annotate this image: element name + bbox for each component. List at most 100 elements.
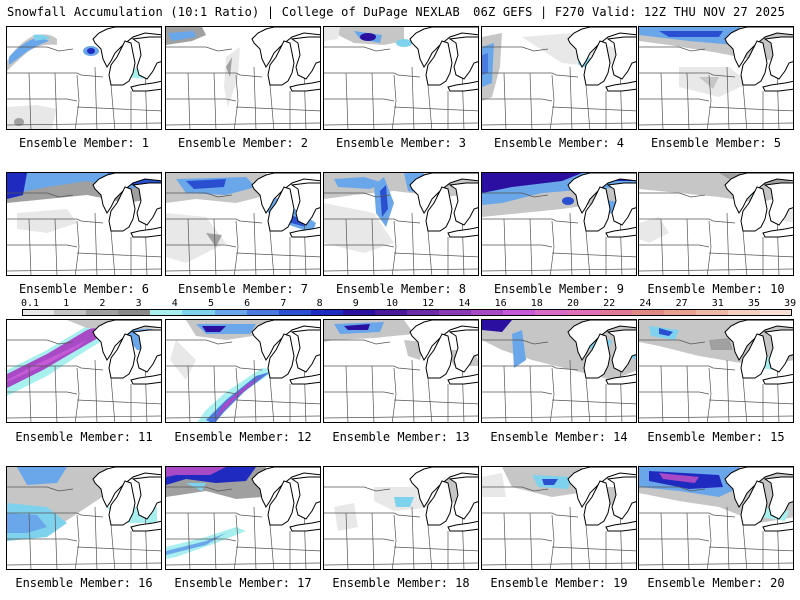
legend-tick-label: 9 [352, 298, 359, 309]
member-17-caption: Ensemble Member: 17 [174, 576, 312, 590]
member-18-caption: Ensemble Member: 18 [332, 576, 470, 590]
member-1-map-graphic [7, 27, 161, 129]
member-19-caption: Ensemble Member: 19 [490, 576, 628, 590]
member-12-map-graphic [166, 320, 320, 422]
member-16-caption: Ensemble Member: 16 [15, 576, 153, 590]
member-13-map [323, 319, 479, 423]
legend-tick-label: 0.1 [20, 298, 40, 309]
snowfall-color-legend: 0.1 1 2 3 4 5 6 7 8 9 10 12 14 16 18 20 22 24 27 31 35 39 [8, 298, 796, 318]
legend-swatch [246, 309, 280, 316]
legend-swatch [310, 309, 344, 316]
legend-swatch [695, 309, 729, 316]
legend-swatch [727, 309, 761, 316]
member-13-caption: Ensemble Member: 13 [332, 430, 470, 444]
legend-swatch [54, 309, 87, 316]
member-16-map [6, 466, 162, 570]
member-7-caption: Ensemble Member: 7 [177, 282, 309, 296]
legend-tick-label: 18 [530, 298, 543, 309]
member-9-caption: Ensemble Member: 9 [493, 282, 625, 296]
member-17-map-graphic [166, 467, 320, 569]
member-11-map [6, 319, 162, 423]
member-16-map-graphic [7, 467, 161, 569]
member-6-map-graphic [7, 173, 161, 275]
member-1-map [6, 26, 162, 130]
legend-swatch [663, 309, 697, 316]
member-3-caption: Ensemble Member: 3 [335, 136, 467, 150]
member-9-map [481, 172, 637, 276]
legend-swatch [182, 309, 215, 316]
legend-tick-label: 24 [639, 298, 652, 309]
legend-tick-label: 2 [99, 298, 106, 309]
member-10-map [638, 172, 794, 276]
legend-swatch [118, 309, 151, 316]
member-4-map [481, 26, 637, 130]
legend-swatch [567, 309, 600, 316]
member-6-map [6, 172, 162, 276]
member-10-map-graphic [639, 173, 793, 275]
member-8-caption: Ensemble Member: 8 [335, 282, 467, 296]
legend-tick-label: 16 [494, 298, 507, 309]
member-12-map [165, 319, 321, 423]
legend-swatch [631, 309, 665, 316]
legend-swatch [342, 309, 376, 316]
legend-swatch [86, 309, 119, 316]
member-19-map [481, 466, 637, 570]
legend-tick-label: 1 [63, 298, 70, 309]
member-6-caption: Ensemble Member: 6 [18, 282, 150, 296]
legend-tick-label: 3 [135, 298, 142, 309]
member-20-caption: Ensemble Member: 20 [647, 576, 785, 590]
member-18-map [323, 466, 479, 570]
member-4-caption: Ensemble Member: 4 [493, 136, 625, 150]
legend-tick-label: 39 [784, 298, 797, 309]
member-2-map [165, 26, 321, 130]
member-18-map-graphic [324, 467, 478, 569]
legend-tick-label: 35 [747, 298, 761, 309]
legend-swatch [759, 309, 793, 316]
member-9-map-graphic [482, 173, 636, 275]
run-valid-time: 06Z GEFS | F270 Valid: 12Z THU NOV 27 20… [473, 5, 785, 19]
member-4-map-graphic [482, 27, 636, 129]
legend-tick-label: 6 [244, 298, 251, 309]
member-8-map [323, 172, 479, 276]
member-2-map-graphic [166, 27, 320, 129]
legend-swatch [471, 309, 504, 316]
member-7-map [165, 172, 321, 276]
legend-swatch [407, 309, 440, 316]
member-11-map-graphic [7, 320, 161, 422]
member-2-caption: Ensemble Member: 2 [177, 136, 309, 150]
legend-tick-label: 10 [385, 298, 399, 309]
legend-swatch [503, 309, 536, 316]
legend-swatch [214, 309, 248, 316]
legend-tick-label: 27 [675, 298, 688, 309]
legend-swatch [535, 309, 568, 316]
member-19-map-graphic [482, 467, 636, 569]
legend-tick-label: 22 [603, 298, 616, 309]
member-12-caption: Ensemble Member: 12 [174, 430, 312, 444]
member-20-map [638, 466, 794, 570]
legend-tick-label: 20 [566, 298, 580, 309]
member-3-map-graphic [324, 27, 478, 129]
member-1-caption: Ensemble Member: 1 [18, 136, 150, 150]
legend-swatch [278, 309, 312, 316]
legend-tick-label: 12 [422, 298, 435, 309]
member-14-map [481, 319, 637, 423]
member-15-map [638, 319, 794, 423]
member-7-map-graphic [166, 173, 320, 275]
member-10-caption: Ensemble Member: 10 [647, 282, 785, 296]
member-20-map-graphic [639, 467, 793, 569]
legend-tick-label: 7 [280, 298, 287, 309]
legend-swatch [439, 309, 472, 316]
member-11-caption: Ensemble Member: 11 [15, 430, 153, 444]
member-17-map [165, 466, 321, 570]
member-14-map-graphic [482, 320, 636, 422]
legend-swatch [150, 309, 183, 316]
figure-title: Snowfall Accumulation (10:1 Ratio) | Col… [7, 5, 460, 19]
legend-swatch [22, 309, 55, 316]
member-5-map [638, 26, 794, 130]
member-15-caption: Ensemble Member: 15 [647, 430, 785, 444]
legend-swatch [599, 309, 633, 316]
member-13-map-graphic [324, 320, 478, 422]
legend-tick-label: 14 [458, 298, 471, 309]
member-8-map-graphic [324, 173, 478, 275]
